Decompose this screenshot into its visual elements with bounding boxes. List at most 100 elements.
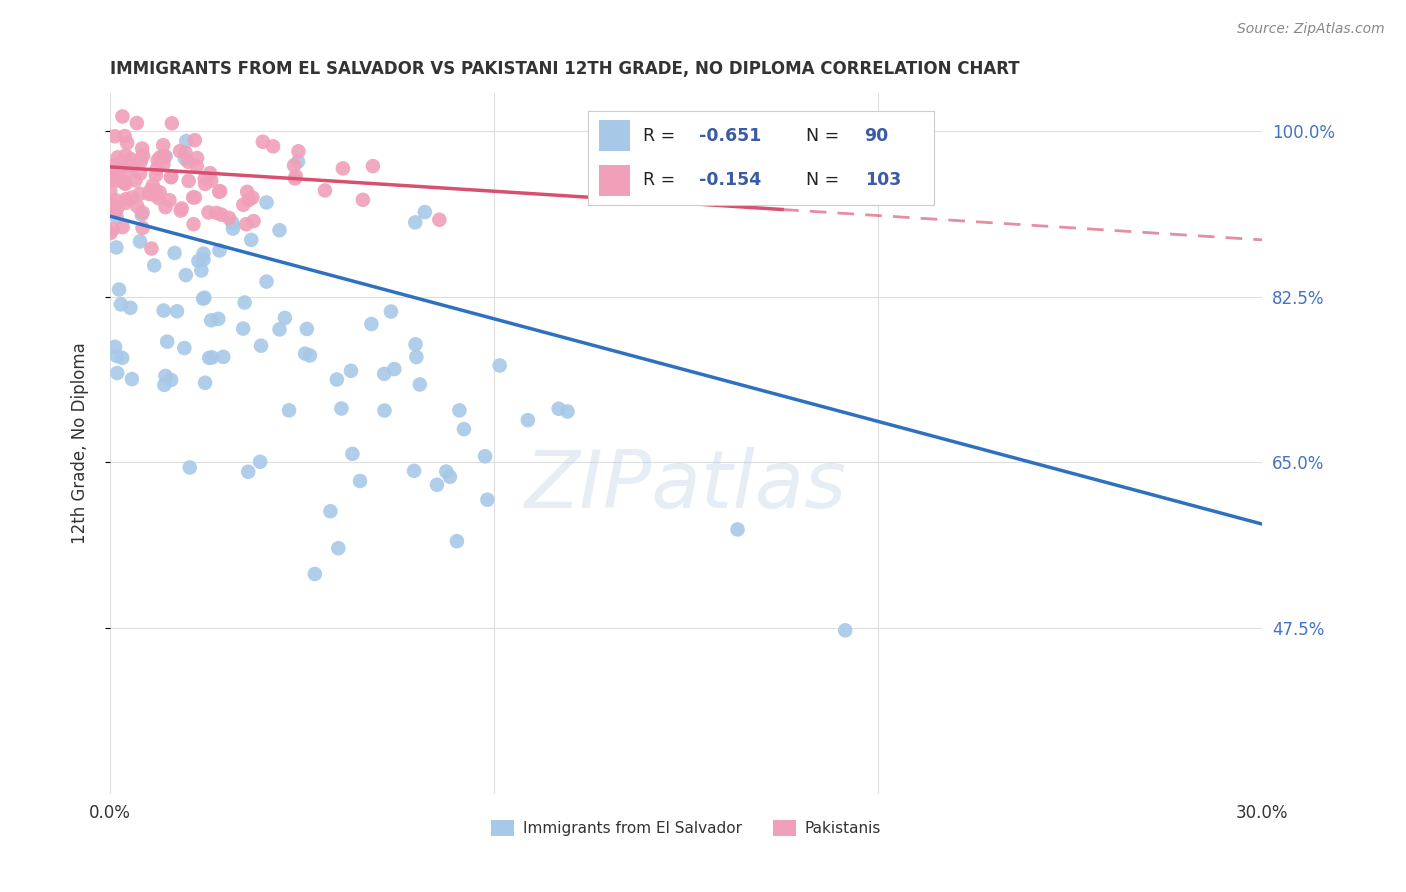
Point xyxy=(129,167,152,181)
Point xyxy=(104,173,127,187)
Point xyxy=(183,217,205,231)
Point xyxy=(153,377,176,392)
Point xyxy=(100,226,122,240)
Point xyxy=(200,313,222,327)
Point xyxy=(197,205,219,219)
Point xyxy=(160,116,183,130)
Point xyxy=(114,175,136,189)
Point xyxy=(256,275,278,289)
Point xyxy=(131,151,153,165)
Point xyxy=(111,175,134,189)
Point xyxy=(314,183,336,197)
Point xyxy=(155,368,177,383)
Point xyxy=(129,186,152,201)
Point xyxy=(194,177,217,191)
Point xyxy=(159,193,181,207)
Point xyxy=(160,169,183,184)
Point xyxy=(557,404,579,418)
Point xyxy=(194,376,217,390)
Point xyxy=(110,297,132,311)
Point xyxy=(319,504,342,518)
Point xyxy=(184,133,207,147)
Point xyxy=(242,190,264,204)
Point xyxy=(127,199,149,213)
Point xyxy=(177,174,200,188)
Point xyxy=(149,150,172,164)
Point xyxy=(352,193,374,207)
Point xyxy=(124,173,146,187)
Point xyxy=(114,148,136,162)
Point xyxy=(131,208,153,222)
Point xyxy=(269,322,291,336)
Point xyxy=(193,246,215,260)
Point xyxy=(100,195,122,210)
Point xyxy=(101,159,124,173)
Point xyxy=(221,216,243,230)
Point xyxy=(252,135,274,149)
Point xyxy=(409,377,432,392)
Point xyxy=(193,252,215,267)
Point xyxy=(104,204,127,219)
Point xyxy=(426,477,449,491)
Point xyxy=(283,158,305,172)
Point xyxy=(115,164,138,178)
Point xyxy=(209,184,232,198)
Point xyxy=(429,212,451,227)
Point xyxy=(304,566,326,581)
Point xyxy=(242,214,264,228)
Point xyxy=(274,310,297,325)
Point xyxy=(98,184,121,198)
Point xyxy=(121,190,143,204)
Point xyxy=(104,340,127,354)
Point xyxy=(105,210,128,224)
Point xyxy=(141,242,163,256)
Point xyxy=(186,151,208,165)
Point xyxy=(287,154,309,169)
Point xyxy=(170,203,193,218)
Point xyxy=(477,492,499,507)
Point xyxy=(295,322,318,336)
Point xyxy=(101,165,124,179)
Point xyxy=(174,268,197,282)
Point xyxy=(207,311,229,326)
Point xyxy=(155,150,177,164)
Point xyxy=(179,460,201,475)
Point xyxy=(104,194,127,208)
Point xyxy=(201,351,224,365)
Point xyxy=(413,205,436,219)
Point xyxy=(149,186,172,200)
Point xyxy=(402,464,425,478)
Point xyxy=(114,177,136,191)
Point xyxy=(105,240,128,254)
Point xyxy=(146,153,169,168)
Point xyxy=(233,295,256,310)
Point xyxy=(145,184,167,198)
Point xyxy=(240,233,263,247)
Point xyxy=(108,283,131,297)
Point xyxy=(121,372,143,386)
Point xyxy=(405,337,427,351)
Point xyxy=(200,173,222,187)
Text: Source: ZipAtlas.com: Source: ZipAtlas.com xyxy=(1237,22,1385,37)
Point xyxy=(111,351,134,365)
Point xyxy=(209,208,232,222)
Point xyxy=(152,303,174,318)
Point xyxy=(382,362,405,376)
Point xyxy=(205,206,228,220)
Point xyxy=(155,200,177,214)
Point xyxy=(547,401,569,416)
Point xyxy=(115,136,138,150)
Point xyxy=(139,183,162,197)
Point xyxy=(114,129,136,144)
Point xyxy=(727,523,749,537)
Text: IMMIGRANTS FROM EL SALVADOR VS PAKISTANI 12TH GRADE, NO DIPLOMA CORRELATION CHAR: IMMIGRANTS FROM EL SALVADOR VS PAKISTANI… xyxy=(110,60,1019,78)
Point xyxy=(184,190,207,204)
Point xyxy=(105,201,128,215)
Point xyxy=(152,157,174,171)
Point xyxy=(101,200,124,214)
Point xyxy=(105,366,128,380)
Point xyxy=(122,159,145,173)
Point xyxy=(349,474,371,488)
Point xyxy=(212,350,235,364)
Point xyxy=(361,159,384,173)
